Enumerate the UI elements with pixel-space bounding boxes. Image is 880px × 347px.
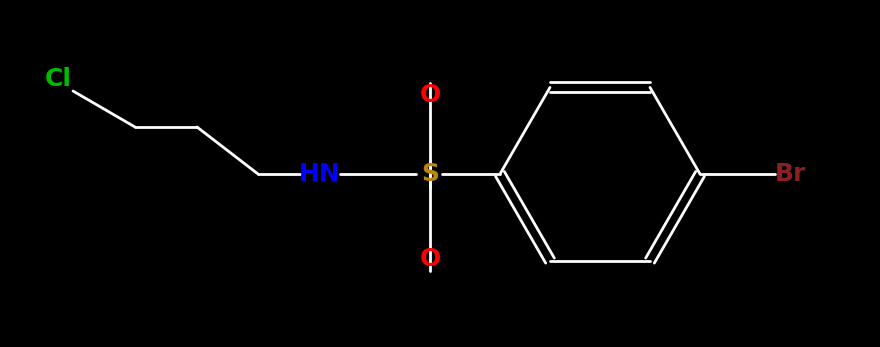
Text: O: O (420, 247, 441, 271)
Text: Cl: Cl (45, 67, 71, 91)
Text: HN: HN (299, 162, 341, 186)
Text: O: O (420, 83, 441, 107)
Text: S: S (421, 162, 439, 186)
Text: Br: Br (774, 162, 806, 186)
